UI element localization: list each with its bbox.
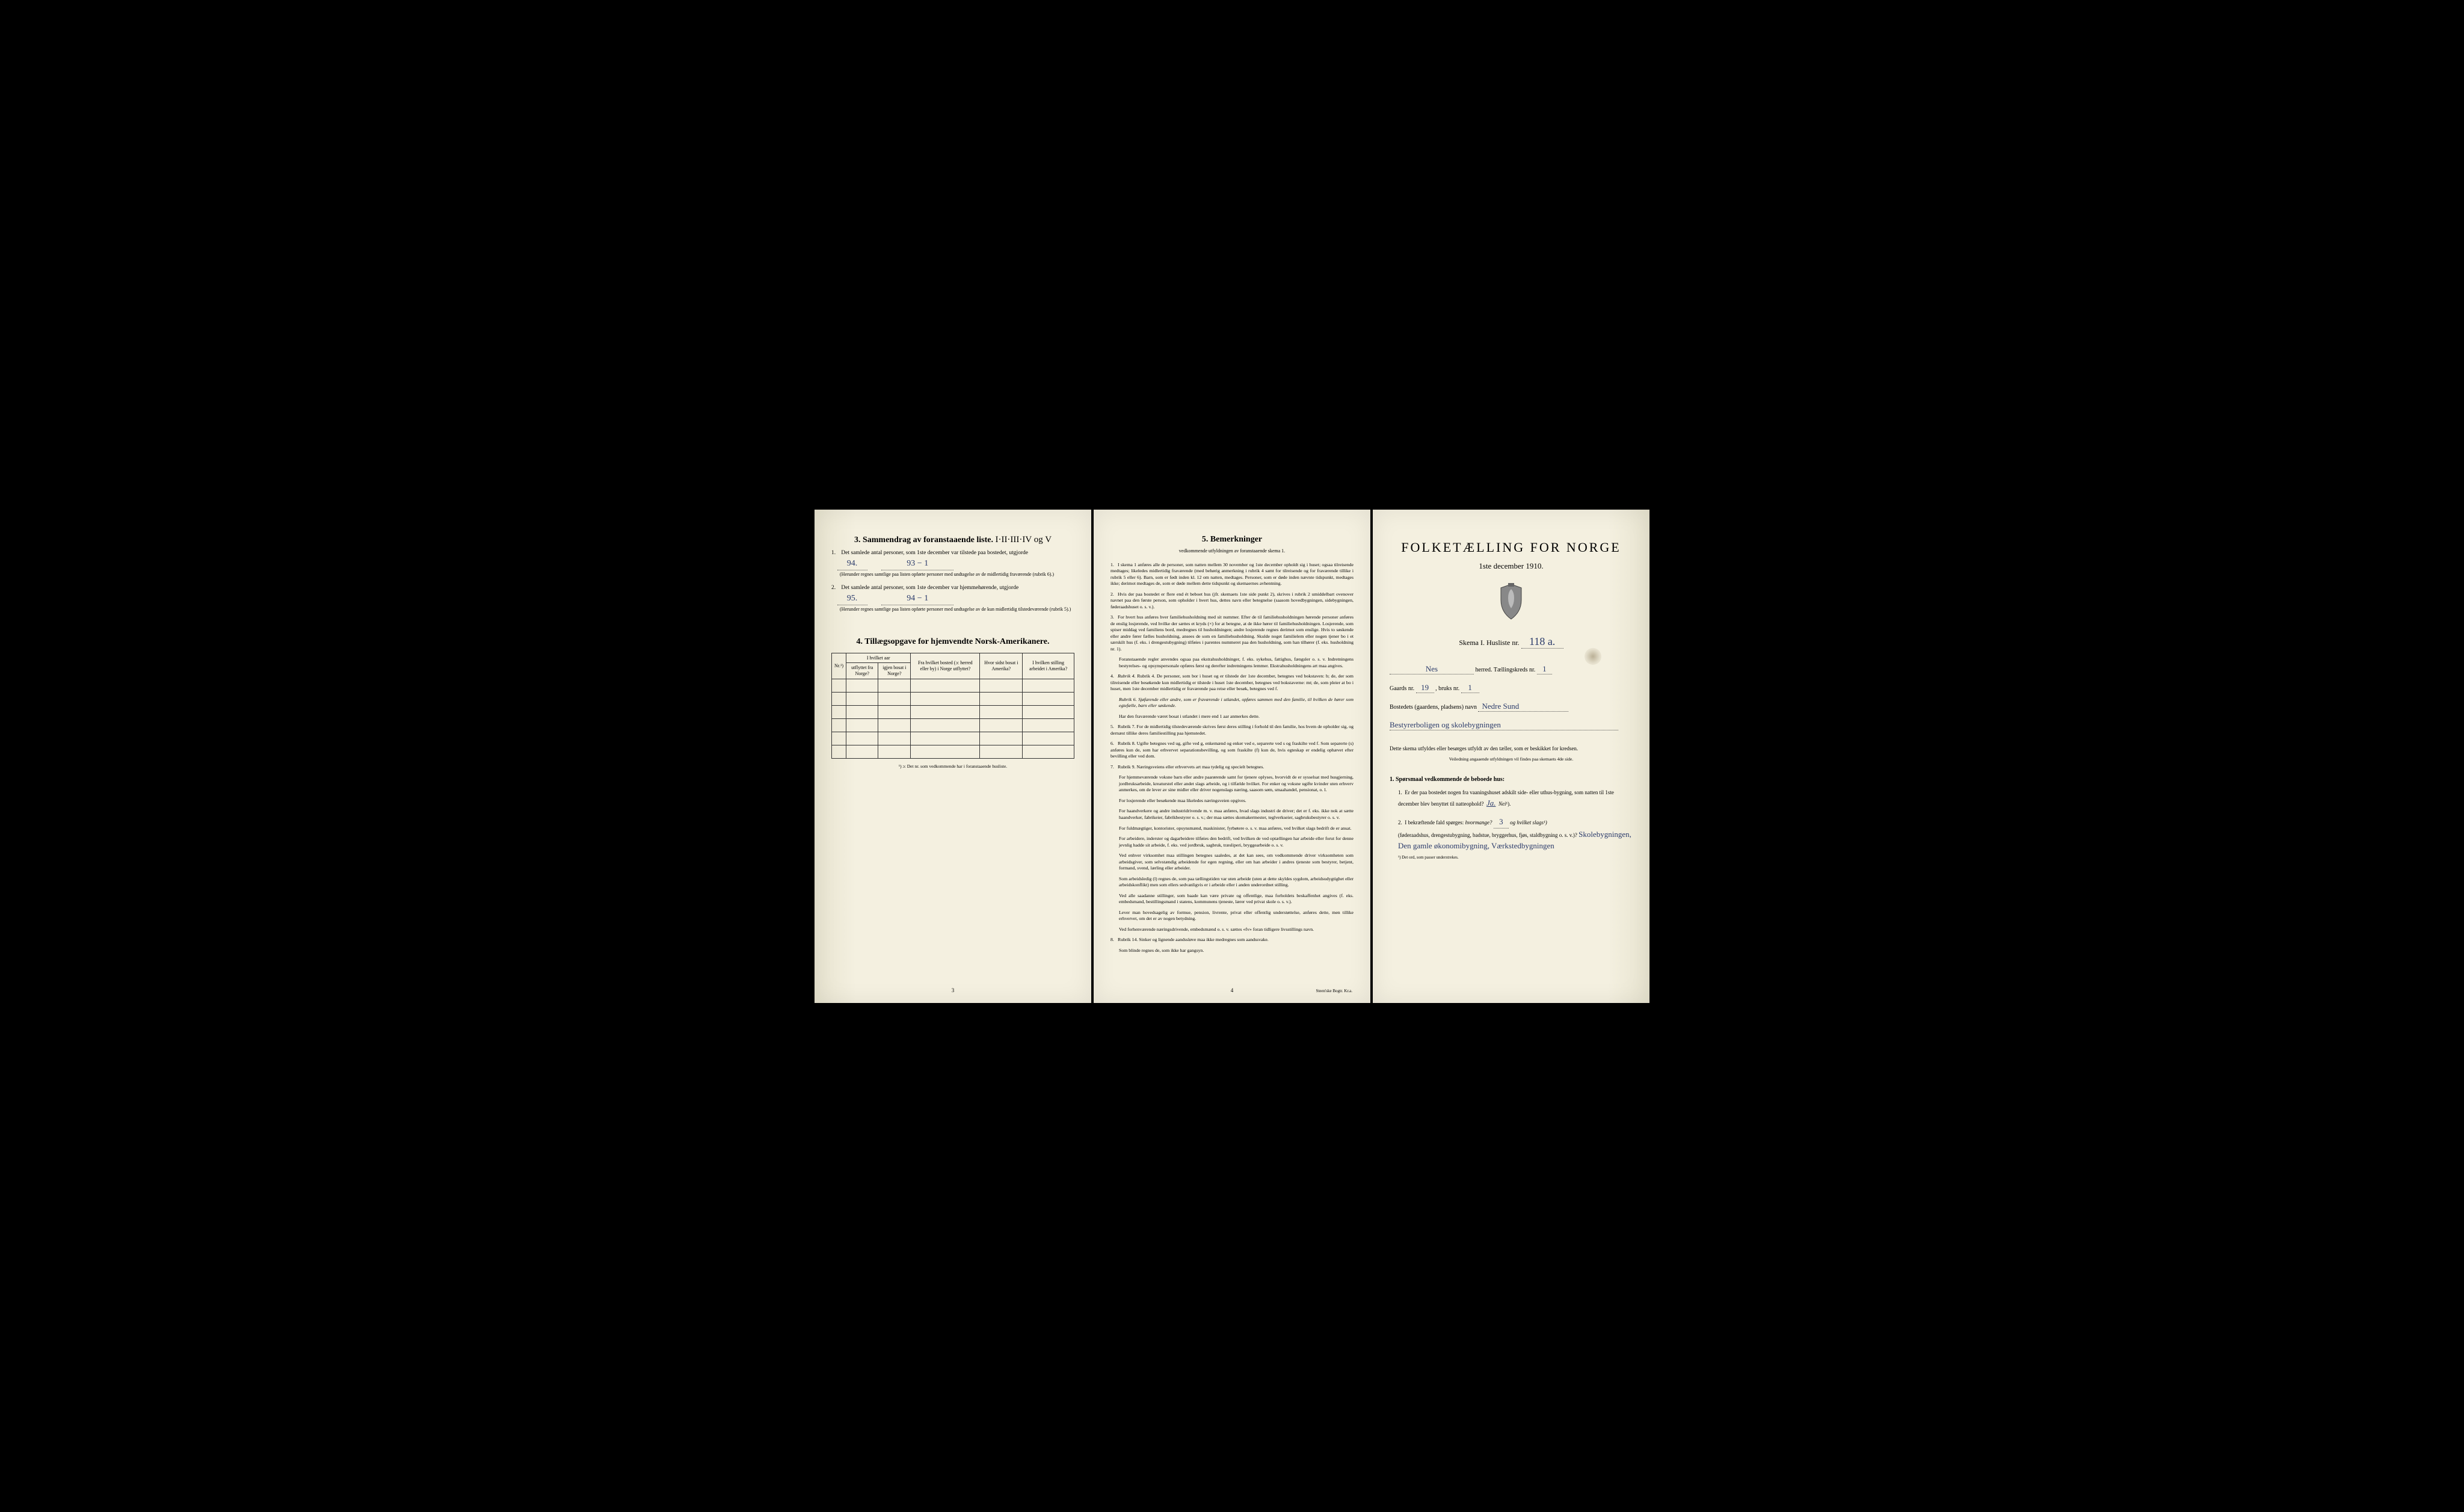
bosted-line: Bostedets (gaardens, pladsens) navn Nedr… [1390,702,1633,712]
remark-7-p3: For haandverkere og andre industridriven… [1119,808,1354,821]
q1-answer-nei: Nei [1498,801,1506,807]
th-emigrated: utflyttet fra Norge? [846,663,878,679]
q1-answer-ja: Ja. [1486,798,1496,807]
bosted-name-2: Bestyrerboligen og skolebygningen [1390,720,1618,730]
herred-suffix: herred. Tællingskreds nr. [1476,667,1536,673]
page-number: 4 [1231,987,1234,993]
bosted-name: Nedre Sund [1478,702,1568,712]
remarks-list: 1.I skema 1 anføres alle de personer, so… [1110,562,1354,954]
th-returned: igjen bosat i Norge? [878,663,911,679]
item-1-paren: (Herunder regnes samtlige paa listen opf… [840,572,1074,578]
remark-3-extra: Foranstaaende regler anvendes ogsaa paa … [1119,656,1354,669]
remark-7-p7: Som arbeidsledig (l) regnes de, som paa … [1119,876,1354,889]
q2-prefix: I bekræftende fald spørges: [1405,819,1464,825]
skema-line: Skema I. Husliste nr. 118 a. [1390,635,1633,649]
item-number: 2. [831,584,840,592]
bruks-number: 1 [1461,683,1479,693]
bruks-prefix: , bruks nr. [1435,685,1459,692]
remark-6: 6.Rubrik 8. Ugifte betegnes ved ug, gift… [1110,741,1354,760]
gaards-number: 19 [1416,683,1434,693]
item-1-value-b: 93 − 1 [881,557,953,570]
section-4-title: 4. Tillægsopgave for hjemvendte Norsk-Am… [831,637,1074,647]
table-footnote: ¹) ɔ: Det nr. som vedkommende har i fora… [831,764,1074,769]
guidance-note: Veiledning angaaende utfyldningen vil fi… [1390,756,1633,762]
section-5-subtitle: vedkommende utfyldningen av foranstaaend… [1110,548,1354,554]
page-number: 3 [952,987,955,993]
remark-1: 1.I skema 1 anføres alle de personer, so… [1110,562,1354,587]
page-3: 3. Sammendrag av foranstaaende liste. I·… [815,510,1091,1003]
section-3-label: 3. Sammendrag av foranstaaende liste. [854,535,993,545]
americans-table: Nr.¹) I hvilket aar Fra hvilket bosted (… [831,653,1074,759]
question-2: 2. I bekræftende fald spørges: hvormange… [1398,816,1633,860]
table-row [832,679,1074,692]
main-title: FOLKETÆLLING FOR NORGE [1390,540,1633,555]
item-2-value-b: 94 − 1 [881,592,953,605]
herred-name: Nes [1390,664,1474,674]
paper-stain [1585,648,1601,665]
gaards-line: Gaards nr. 19 , bruks nr. 1 [1390,683,1633,693]
table-row [832,732,1074,745]
remark-7-p9: Lever man hovedsagelig av formue, pensio… [1119,910,1354,922]
q2-count: 3 [1494,816,1509,829]
remark-3: 3.For hvert hus anføres hver familiehush… [1110,614,1354,652]
remark-7-p2: For losjerende eller besøkende maa likel… [1119,798,1354,804]
remark-4-r6b: Har den fraværende været bosat i utlande… [1119,714,1354,720]
table-row [832,692,1074,705]
remark-7-p1: For hjemmeværende voksne barn eller andr… [1119,774,1354,794]
herred-line: Nes herred. Tællingskreds nr. 1 [1390,664,1633,674]
table-row [832,745,1074,758]
q2-whichkind: og hvilket slags¹) [1510,819,1547,825]
remark-7-p4: For fuldmægtiger, kontorister, opsynsmæn… [1119,825,1354,832]
th-year: I hvilket aar [846,653,911,663]
table-row [832,718,1074,732]
printer-mark: Steen'ske Bogtr. Kr.a. [1316,989,1352,993]
remark-7-p10: Ved forhenværende næringsdrivende, embed… [1119,927,1354,933]
summary-item-1: 1. Det samlede antal personer, som 1ste … [831,549,1074,578]
item-1-value-a: 94. [837,557,867,570]
item-2-text: Det samlede antal personer, som 1ste dec… [841,585,1018,591]
section-5-title: 5. Bemerkninger [1110,535,1354,545]
item-1-text: Det samlede antal personer, som 1ste dec… [841,550,1028,556]
th-position: I hvilken stilling arbeidet i Amerika? [1023,653,1074,679]
remark-7-p8: Ved alle saadanne stillinger, som baade … [1119,893,1354,906]
page-1-cover: FOLKETÆLLING FOR NORGE 1ste december 191… [1373,510,1649,1003]
census-document: 3. Sammendrag av foranstaaende liste. I·… [815,510,1649,1003]
th-where: Hvor sidst bosat i Amerika? [980,653,1023,679]
th-nr: Nr.¹) [832,653,846,679]
summary-item-2: 2. Det samlede antal personer, som 1ste … [831,584,1074,613]
remark-8-extra: Som blinde regnes de, som ikke har gangs… [1119,948,1354,954]
page-4: 5. Bemerkninger vedkommende utfyldningen… [1094,510,1370,1003]
filled-out-note: Dette skema utfyldes eller besørges utfy… [1390,745,1633,753]
question-section-title: 1. Spørsmaal vedkommende de beboede hus: [1390,776,1633,783]
q2-howmany: hvormange? [1465,819,1492,825]
kreds-number: 1 [1537,664,1552,674]
remark-5: 5.Rubrik 7. For de midlertidig tilstedev… [1110,724,1354,736]
section-3-title: 3. Sammendrag av foranstaaende liste. I·… [831,535,1074,545]
remark-7-p5: For arbeidere, inderster og dagarbeidere… [1119,836,1354,848]
coat-of-arms-icon [1390,583,1633,623]
table-row [832,705,1074,718]
skema-label: Skema I. Husliste nr. [1459,638,1519,647]
remark-7: 7.Rubrik 9. Næringsveiens eller erhverve… [1110,764,1354,771]
remark-4-r6: Rubrik 6. Sjøfarende eller andre, som er… [1119,697,1354,709]
bosted-line-2: Bestyrerboligen og skolebygningen [1390,720,1633,730]
remark-8: 8.Rubrik 14. Sinker og lignende aandsslø… [1110,937,1354,943]
section-3-handwritten-suffix: I·II·III·IV og V [995,535,1052,545]
remark-7-p6: Ved enhver virksomhet maa stillingen bet… [1119,853,1354,872]
gaards-prefix: Gaards nr. [1390,685,1414,692]
item-number: 1. [831,549,840,557]
bosted-label: Bostedets (gaardens, pladsens) navn [1390,704,1477,711]
census-date: 1ste december 1910. [1390,561,1633,571]
q1-text: Er der paa bostedet nogen fra vaaningshu… [1398,789,1614,807]
item-2-paren: (Herunder regnes samtlige paa listen opf… [840,606,1074,613]
husliste-number: 118 a. [1521,635,1563,649]
q2-footnote: ¹) Det ord, som passer understrekes. [1398,854,1633,861]
q2-paren: (føderaadshus, drengestubygning, badstue… [1398,832,1577,838]
remark-4: 4.Rubrik 4. Rubrik 4. De personer, som b… [1110,673,1354,693]
question-1: 1. Er der paa bostedet nogen fra vaaning… [1398,789,1633,809]
remark-2: 2.Hvis der paa bostedet er flere end ét … [1110,591,1354,611]
th-from: Fra hvilket bosted (ɔ: herred eller by) … [911,653,980,679]
item-2-value-a: 95. [837,592,867,605]
